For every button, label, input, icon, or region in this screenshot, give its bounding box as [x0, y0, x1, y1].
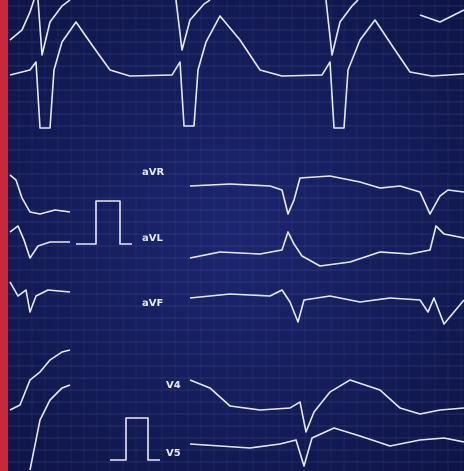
ecg-photo: aVR aVL aVF V4 V5 — [0, 0, 464, 471]
red-edge — [0, 0, 8, 471]
lead-label: V5 — [166, 448, 181, 459]
grid-vertical — [0, 0, 464, 471]
lead-label: aVR — [142, 167, 164, 178]
lead-label: aVF — [142, 298, 163, 309]
lead-label: aVL — [142, 233, 163, 244]
lead-label: V4 — [166, 380, 181, 391]
